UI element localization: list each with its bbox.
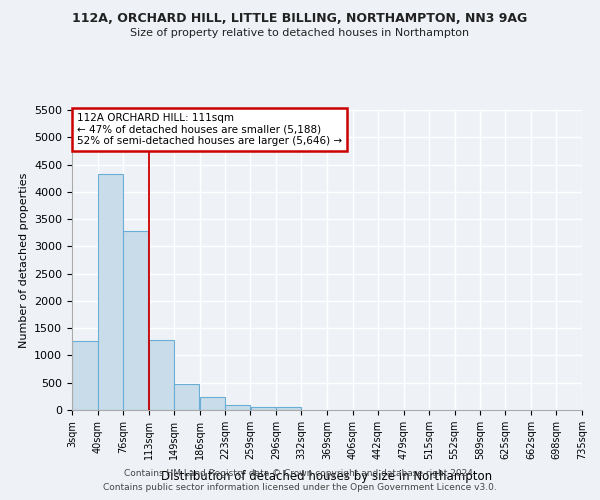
Text: Contains HM Land Registry data © Crown copyright and database right 2024.: Contains HM Land Registry data © Crown c…: [124, 468, 476, 477]
Text: Size of property relative to detached houses in Northampton: Size of property relative to detached ho…: [130, 28, 470, 38]
Text: 112A ORCHARD HILL: 111sqm
← 47% of detached houses are smaller (5,188)
52% of se: 112A ORCHARD HILL: 111sqm ← 47% of detac…: [77, 113, 342, 146]
Bar: [174, 384, 199, 410]
Bar: [72, 340, 98, 410]
Bar: [123, 231, 148, 410]
X-axis label: Distribution of detached houses by size in Northampton: Distribution of detached houses by size …: [161, 470, 493, 484]
Bar: [226, 404, 250, 410]
Text: Contains public sector information licensed under the Open Government Licence v3: Contains public sector information licen…: [103, 484, 497, 492]
Y-axis label: Number of detached properties: Number of detached properties: [19, 172, 29, 348]
Text: 112A, ORCHARD HILL, LITTLE BILLING, NORTHAMPTON, NN3 9AG: 112A, ORCHARD HILL, LITTLE BILLING, NORT…: [73, 12, 527, 26]
Bar: [200, 397, 225, 410]
Bar: [277, 407, 301, 410]
Bar: [149, 340, 173, 410]
Bar: [98, 174, 122, 410]
Bar: [251, 406, 276, 410]
